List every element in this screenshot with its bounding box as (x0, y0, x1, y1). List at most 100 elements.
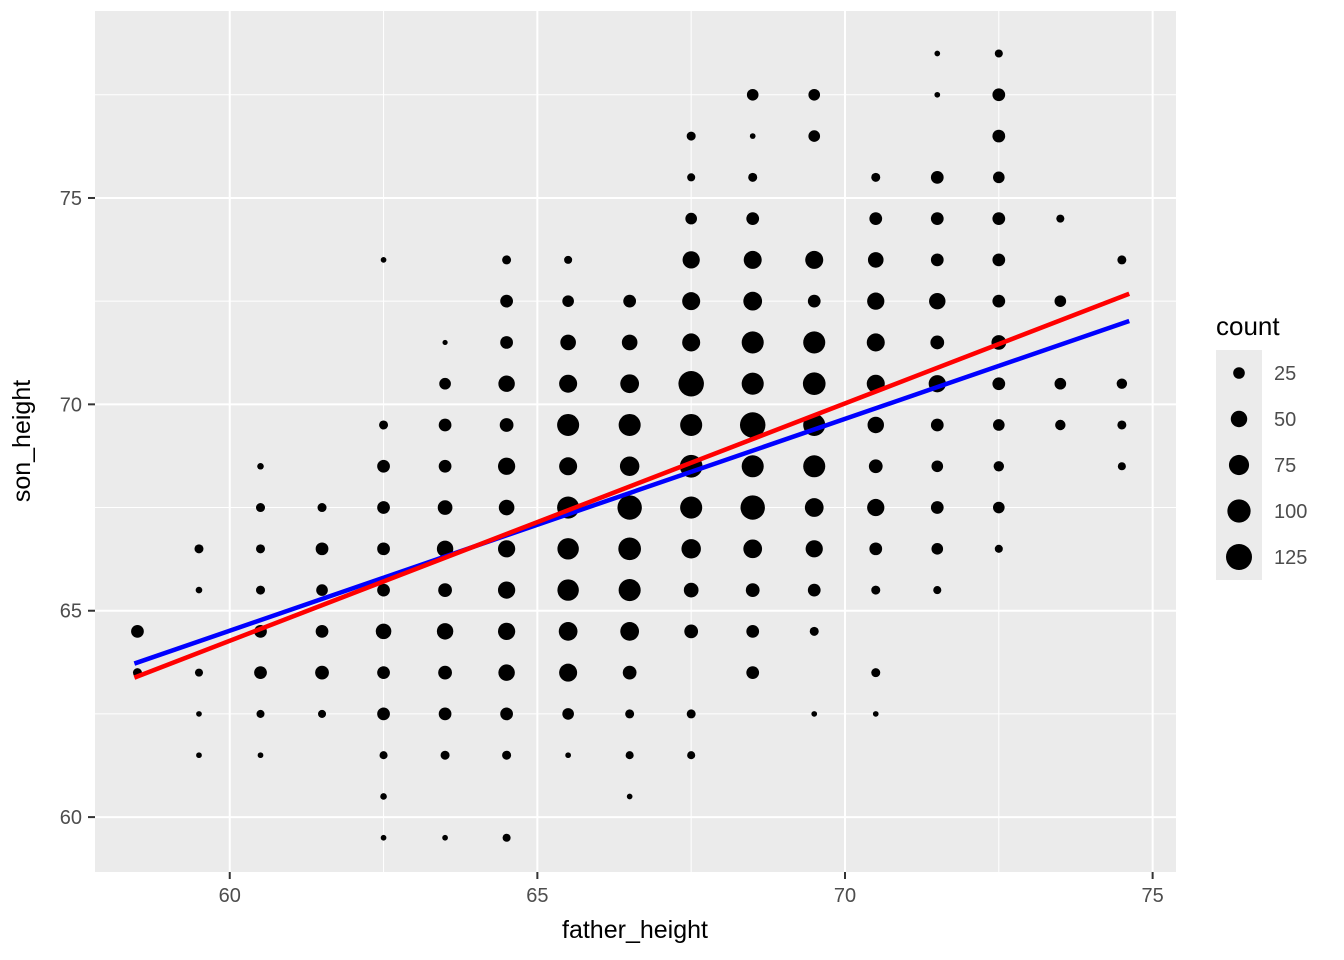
data-point (930, 418, 944, 432)
data-point (564, 255, 573, 264)
data-point (380, 834, 387, 841)
data-point (994, 544, 1003, 553)
data-point (502, 833, 511, 842)
data-point (746, 212, 760, 225)
data-point (497, 581, 516, 599)
data-point (929, 292, 946, 310)
data-point (437, 500, 453, 515)
y-tick-label: 75 (60, 188, 82, 210)
data-point (746, 666, 760, 680)
data-point (497, 540, 516, 558)
axes: 60 65 70 75 60 65 70 75 (60, 188, 1164, 907)
data-point (440, 750, 450, 760)
data-point (871, 668, 881, 678)
data-point (625, 709, 635, 719)
plot-panel (95, 11, 1176, 872)
data-point (867, 416, 884, 434)
data-point (438, 459, 452, 473)
data-point (931, 460, 944, 473)
data-point (807, 583, 821, 597)
data-point (565, 752, 571, 759)
data-point (438, 665, 452, 680)
data-point (438, 707, 452, 721)
data-point (867, 498, 885, 517)
data-point (1117, 420, 1127, 430)
data-point (618, 537, 641, 561)
data-point (992, 501, 1005, 514)
data-point (934, 50, 941, 57)
data-point (377, 501, 390, 514)
data-point (930, 170, 944, 184)
data-point (746, 624, 760, 638)
size-legend: count 25 50 75 100 125 (1216, 311, 1307, 580)
data-point (992, 419, 1005, 431)
data-point (934, 91, 941, 98)
data-point (680, 496, 703, 519)
data-point (743, 250, 762, 269)
data-point (1117, 255, 1127, 265)
data-point (686, 131, 696, 141)
data-point (678, 370, 704, 397)
legend-key-label: 50 (1274, 409, 1296, 431)
data-point (683, 582, 699, 598)
legend-key-label: 100 (1274, 501, 1307, 523)
data-point (377, 542, 390, 556)
data-point (498, 375, 515, 392)
data-point (746, 88, 759, 101)
data-point (809, 626, 819, 636)
data-point (442, 339, 448, 346)
data-point (992, 88, 1006, 102)
data-point (930, 335, 945, 350)
x-tick-label: 75 (1141, 885, 1163, 907)
data-point (803, 455, 826, 478)
data-point (680, 413, 703, 437)
data-point (992, 129, 1006, 143)
data-point (557, 538, 579, 560)
data-point (438, 418, 452, 432)
data-point (1056, 214, 1065, 223)
data-point (808, 130, 821, 142)
data-point (500, 707, 513, 721)
data-point (930, 501, 944, 514)
data-point (748, 172, 758, 182)
data-point (497, 457, 516, 475)
data-point (380, 793, 387, 800)
data-point (559, 374, 578, 393)
data-point (871, 585, 881, 595)
data-point (802, 372, 826, 396)
x-axis-title: father_height (562, 916, 708, 944)
data-point (196, 711, 202, 717)
data-point (315, 542, 329, 556)
data-point (681, 539, 701, 559)
y-tick-label: 65 (60, 601, 82, 623)
data-point (805, 540, 823, 558)
data-point (257, 462, 264, 470)
data-point (687, 751, 696, 760)
data-point (497, 622, 516, 640)
data-point (438, 583, 452, 597)
data-point (621, 334, 638, 351)
data-point (500, 294, 513, 308)
data-point (380, 257, 387, 263)
data-point (131, 624, 144, 638)
y-tick-label: 60 (60, 807, 82, 829)
data-point (317, 503, 327, 513)
data-point (811, 711, 818, 717)
x-tick-label: 70 (834, 885, 856, 907)
data-point (749, 133, 756, 139)
data-point (562, 708, 574, 720)
data-points (131, 49, 1128, 842)
red-fit-line (133, 291, 1131, 680)
fit-lines (133, 291, 1131, 680)
data-point (869, 212, 883, 225)
data-point (867, 292, 885, 310)
data-point (499, 418, 514, 432)
data-point (195, 586, 203, 594)
data-point (743, 539, 763, 559)
data-point (317, 709, 327, 718)
data-point (992, 253, 1006, 267)
legend-key-circle (1226, 544, 1252, 570)
data-point (1055, 419, 1066, 431)
data-point (741, 331, 764, 354)
